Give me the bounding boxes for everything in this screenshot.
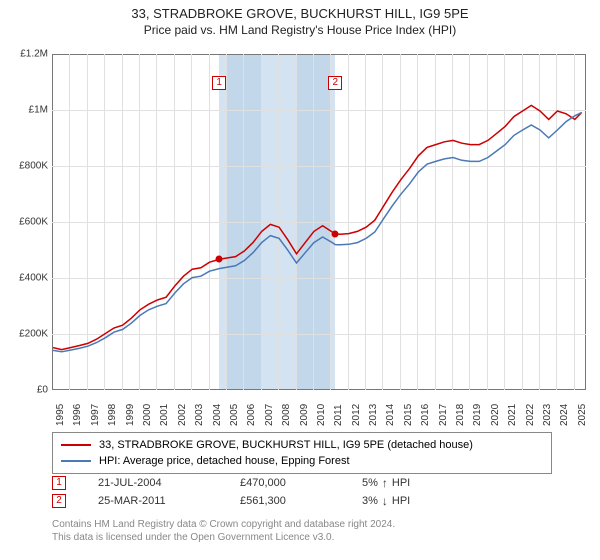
sale-delta-vs: HPI xyxy=(392,477,410,489)
chart-title-address: 33, STRADBROKE GROVE, BUCKHURST HILL, IG… xyxy=(0,6,600,21)
x-axis-label: 2011 xyxy=(333,408,337,426)
sale-delta-pct: 3% xyxy=(362,495,378,507)
y-axis-label: £800K xyxy=(8,161,48,172)
x-axis-label: 2017 xyxy=(438,408,442,426)
table-row: 2 25-MAR-2011 £561,300 3% ↓ HPI xyxy=(52,492,410,510)
chart: 12 £0£200K£400K£600K£800K£1M£1.2M1995199… xyxy=(8,48,592,424)
plot-area: 12 xyxy=(52,54,586,390)
x-axis-label: 2008 xyxy=(281,408,285,426)
x-axis-label: 2020 xyxy=(490,408,494,426)
x-axis-label: 2013 xyxy=(368,408,372,426)
legend: 33, STRADBROKE GROVE, BUCKHURST HILL, IG… xyxy=(52,432,552,474)
x-axis-label: 2016 xyxy=(420,408,424,426)
sales-table: 1 21-JUL-2004 £470,000 5% ↑ HPI 2 25-MAR… xyxy=(52,474,410,510)
sale-date: 21-JUL-2004 xyxy=(98,477,208,489)
sale-point-icon xyxy=(216,256,223,263)
x-axis-label: 2024 xyxy=(559,408,563,426)
chart-marker-box: 1 xyxy=(212,76,226,90)
x-axis-label: 2004 xyxy=(212,408,216,426)
x-axis-label: 1998 xyxy=(107,408,111,426)
sale-delta-vs: HPI xyxy=(392,495,410,507)
legend-item-hpi: HPI: Average price, detached house, Eppi… xyxy=(61,453,543,469)
x-axis-label: 2019 xyxy=(472,408,476,426)
legend-swatch xyxy=(61,444,91,446)
arrow-down-icon: ↓ xyxy=(382,494,388,508)
arrow-up-icon: ↑ xyxy=(382,476,388,490)
series-hpi xyxy=(53,112,582,351)
footer-line-1: Contains HM Land Registry data © Crown c… xyxy=(52,518,395,531)
x-axis-label: 2014 xyxy=(385,408,389,426)
sale-price: £470,000 xyxy=(240,477,330,489)
footer-attribution: Contains HM Land Registry data © Crown c… xyxy=(52,518,395,544)
x-axis-label: 1995 xyxy=(55,408,59,426)
y-axis-label: £600K xyxy=(8,217,48,228)
chart-marker-box: 2 xyxy=(328,76,342,90)
footer-line-2: This data is licensed under the Open Gov… xyxy=(52,531,395,544)
x-axis-label: 2021 xyxy=(507,408,511,426)
x-axis-label: 2010 xyxy=(316,408,320,426)
sale-marker-icon: 1 xyxy=(52,476,66,490)
y-axis-label: £400K xyxy=(8,273,48,284)
y-axis-label: £0 xyxy=(8,385,48,396)
x-axis-label: 2018 xyxy=(455,408,459,426)
sale-delta-pct: 5% xyxy=(362,477,378,489)
x-axis-label: 2022 xyxy=(525,408,529,426)
legend-label: 33, STRADBROKE GROVE, BUCKHURST HILL, IG… xyxy=(99,439,473,451)
table-row: 1 21-JUL-2004 £470,000 5% ↑ HPI xyxy=(52,474,410,492)
chart-title-subtitle: Price paid vs. HM Land Registry's House … xyxy=(0,23,600,37)
chart-lines xyxy=(53,55,587,391)
legend-label: HPI: Average price, detached house, Eppi… xyxy=(99,455,350,467)
x-axis-label: 2015 xyxy=(403,408,407,426)
sale-price: £561,300 xyxy=(240,495,330,507)
x-axis-label: 2023 xyxy=(542,408,546,426)
sale-point-icon xyxy=(332,230,339,237)
y-axis-label: £1M xyxy=(8,105,48,116)
series-price_paid xyxy=(53,105,582,349)
x-axis-label: 2007 xyxy=(264,408,268,426)
x-axis-label: 2000 xyxy=(142,408,146,426)
x-axis-label: 1999 xyxy=(125,408,129,426)
x-axis-label: 1997 xyxy=(90,408,94,426)
x-axis-label: 2001 xyxy=(159,408,163,426)
y-axis-label: £1.2M xyxy=(8,49,48,60)
x-axis-label: 2025 xyxy=(577,408,581,426)
y-axis-label: £200K xyxy=(8,329,48,340)
x-axis-label: 1996 xyxy=(72,408,76,426)
x-axis-label: 2012 xyxy=(351,408,355,426)
x-axis-label: 2006 xyxy=(246,408,250,426)
sale-date: 25-MAR-2011 xyxy=(98,495,208,507)
legend-swatch xyxy=(61,460,91,462)
x-axis-label: 2005 xyxy=(229,408,233,426)
sale-delta: 5% ↑ HPI xyxy=(362,476,410,490)
sale-delta: 3% ↓ HPI xyxy=(362,494,410,508)
sale-marker-icon: 2 xyxy=(52,494,66,508)
x-axis-label: 2009 xyxy=(299,408,303,426)
x-axis-label: 2002 xyxy=(177,408,181,426)
x-axis-label: 2003 xyxy=(194,408,198,426)
legend-item-price-paid: 33, STRADBROKE GROVE, BUCKHURST HILL, IG… xyxy=(61,437,543,453)
